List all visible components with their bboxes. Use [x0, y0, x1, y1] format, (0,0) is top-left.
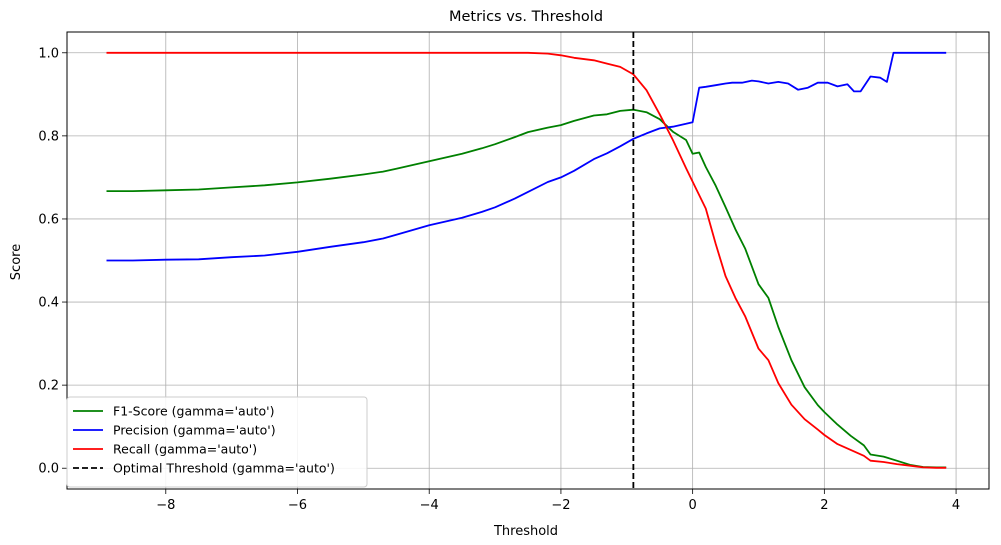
y-tick-label: 0.8 — [38, 129, 59, 144]
y-tick-label: 0.6 — [38, 212, 59, 227]
x-tick-label: 0 — [689, 498, 697, 513]
series-layer — [106, 32, 947, 489]
recall-line — [106, 51, 947, 469]
y-axis-label: Score — [9, 244, 24, 280]
chart-title: Metrics vs. Threshold — [449, 9, 603, 25]
legend-box — [66, 396, 368, 488]
legend-label-optimal: Optimal Threshold (gamma='auto') — [113, 461, 335, 476]
precision-line — [106, 51, 947, 262]
y-tick-label: 1.0 — [38, 46, 59, 61]
x-tick-label: 4 — [952, 498, 960, 513]
x-tick-label: −4 — [420, 498, 439, 513]
y-axis: 0.0 0.2 0.4 0.6 0.8 1.0 — [38, 46, 67, 477]
y-tick-label: 0.0 — [38, 462, 59, 477]
x-axis-label: Threshold — [493, 524, 558, 539]
x-tick-label: 2 — [820, 498, 828, 513]
legend-label-recall: Recall (gamma='auto') — [113, 442, 257, 457]
plot-area — [66, 31, 990, 490]
x-tick-label: −6 — [288, 498, 307, 513]
x-tick-label: −2 — [551, 498, 570, 513]
y-tick-label: 0.2 — [38, 379, 59, 394]
legend-label-f1-score: F1-Score (gamma='auto') — [113, 404, 274, 419]
legend-label-precision: Precision (gamma='auto') — [113, 423, 276, 438]
x-axis: −8 −6 −4 −2 0 2 4 — [156, 489, 960, 513]
x-tick-label: −8 — [156, 498, 175, 513]
legend: F1-Score (gamma='auto') Precision (gamma=… — [66, 396, 368, 488]
y-tick-label: 0.4 — [38, 296, 59, 311]
